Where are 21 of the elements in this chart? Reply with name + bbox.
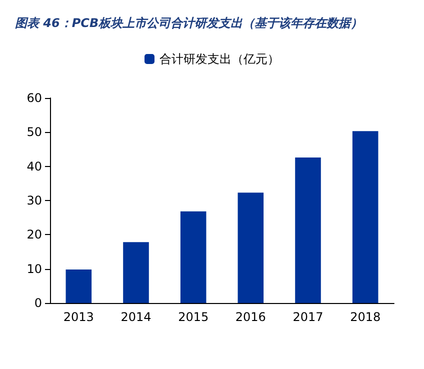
x-tick-label: 2015	[178, 310, 209, 324]
x-tick-label: 2017	[292, 310, 324, 324]
x-tick-label: 2013	[63, 310, 94, 324]
y-tick-label: 30	[26, 194, 42, 208]
x-tick-label: 2016	[235, 310, 266, 324]
bar	[238, 192, 264, 303]
bar	[352, 131, 378, 303]
y-tick-label: 10	[26, 262, 42, 276]
x-tick-label: 2018	[350, 310, 381, 324]
bar	[295, 157, 321, 303]
bar	[123, 242, 149, 303]
y-tick-label: 20	[26, 228, 42, 242]
bar	[180, 211, 206, 303]
y-tick-label: 40	[26, 159, 42, 174]
y-tick-label: 60	[26, 91, 42, 105]
x-tick-label: 2014	[120, 310, 152, 324]
legend-label: 合计研发支出（亿元）	[160, 52, 280, 66]
y-tick-label: 50	[26, 125, 42, 140]
chart-title: 图表 46：PCB板块上市公司合计研发支出（基于该年存在数据）	[15, 16, 363, 30]
bar	[66, 270, 92, 303]
y-tick-label: 0	[34, 296, 42, 310]
